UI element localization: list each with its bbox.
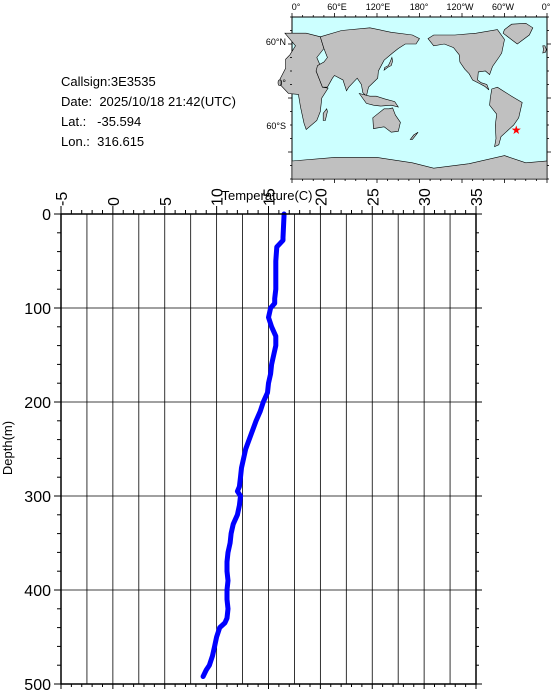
y-axis-label: Depth(m) xyxy=(0,421,15,475)
map-ticks xyxy=(288,13,551,183)
map-land-australia xyxy=(372,107,401,133)
map-land-new-zealand xyxy=(409,131,419,140)
map-lon-labels: 0° 60°E 120°E 180° 120°W 60°W 0° xyxy=(292,2,551,12)
map-land-uk xyxy=(542,45,547,54)
y-tick-label: 200 xyxy=(24,395,51,412)
x-tick-label: 15 xyxy=(262,188,279,206)
x-tick-label: -5 xyxy=(54,192,71,206)
date-label: Date: xyxy=(61,94,93,109)
map-land-north-america xyxy=(427,29,505,91)
lon-value: 316.615 xyxy=(97,134,145,149)
map-lat-label: 0° xyxy=(277,78,286,88)
callsign-value: 3E3535 xyxy=(110,74,156,89)
y-tick-labels: 0 100 200 300 400 500 xyxy=(24,207,51,690)
y-tick-label: 0 xyxy=(42,207,51,224)
station-info: Callsign:3E3535 Date: 2025/10/18 21:42(U… xyxy=(61,72,236,152)
y-tick-label: 100 xyxy=(24,301,51,318)
map-land xyxy=(279,22,548,180)
plot-frame xyxy=(60,213,477,685)
map-land-indonesia xyxy=(358,93,399,108)
map-lon-label: 120°W xyxy=(446,2,474,12)
map-lat-label: 60°N xyxy=(266,37,286,47)
x-tick-labels: -5 0 5 10 15 20 25 30 35 xyxy=(54,188,486,206)
callsign-row: Callsign:3E3535 xyxy=(61,72,236,92)
lon-row: Lon.: 316.615 xyxy=(61,132,236,152)
date-value: 2025/10/18 21:42(UTC) xyxy=(99,94,236,109)
x-tick-label: 0 xyxy=(106,197,123,206)
map-lat-label: 60°S xyxy=(266,121,286,131)
lat-label: Lat.: xyxy=(61,114,87,129)
map-lat-labels: 60°N 0° 60°S xyxy=(266,37,287,131)
map-lon-label: 0° xyxy=(542,2,551,12)
map-lon-label: 60°E xyxy=(327,2,347,12)
map-lon-label: 60°W xyxy=(492,2,515,12)
world-map: 0° 60°E 120°E 180° 120°W 60°W 0° 60°N 0°… xyxy=(266,2,551,183)
map-land-europe-africa xyxy=(279,32,329,131)
map-land-south-america xyxy=(489,86,523,148)
map-lon-label: 0° xyxy=(292,2,301,12)
x-tick-label: 25 xyxy=(365,188,382,206)
callsign-label: Callsign: xyxy=(61,74,111,89)
lon-label: Lon.: xyxy=(61,134,90,149)
y-tick-label: 300 xyxy=(24,489,51,506)
y-tick-label: 400 xyxy=(24,583,51,600)
map-land-asia xyxy=(315,27,420,97)
x-tick-label: 30 xyxy=(417,188,434,206)
x-axis-label: Temperature(C) xyxy=(221,188,312,203)
location-marker-icon: ★ xyxy=(511,123,522,137)
x-tick-label: 10 xyxy=(210,188,227,206)
date-row: Date: 2025/10/18 21:42(UTC) xyxy=(61,92,236,112)
map-land-greenland xyxy=(502,22,534,45)
chart-grid xyxy=(60,213,477,685)
map-lon-label: 180° xyxy=(410,2,429,12)
lat-value: -35.594 xyxy=(97,114,142,129)
x-tick-label: 35 xyxy=(469,188,486,206)
chart-minor-ticks xyxy=(54,206,482,689)
map-land-madagascar xyxy=(322,108,328,121)
x-tick-label: 5 xyxy=(158,197,175,206)
temperature-profile-line xyxy=(200,211,287,679)
map-lon-label: 120°E xyxy=(366,2,391,12)
lat-row: Lat.: -35.594 xyxy=(61,112,236,132)
map-land-japan xyxy=(383,56,393,71)
y-tick-label: 500 xyxy=(24,677,51,690)
x-tick-label: 20 xyxy=(313,188,330,206)
